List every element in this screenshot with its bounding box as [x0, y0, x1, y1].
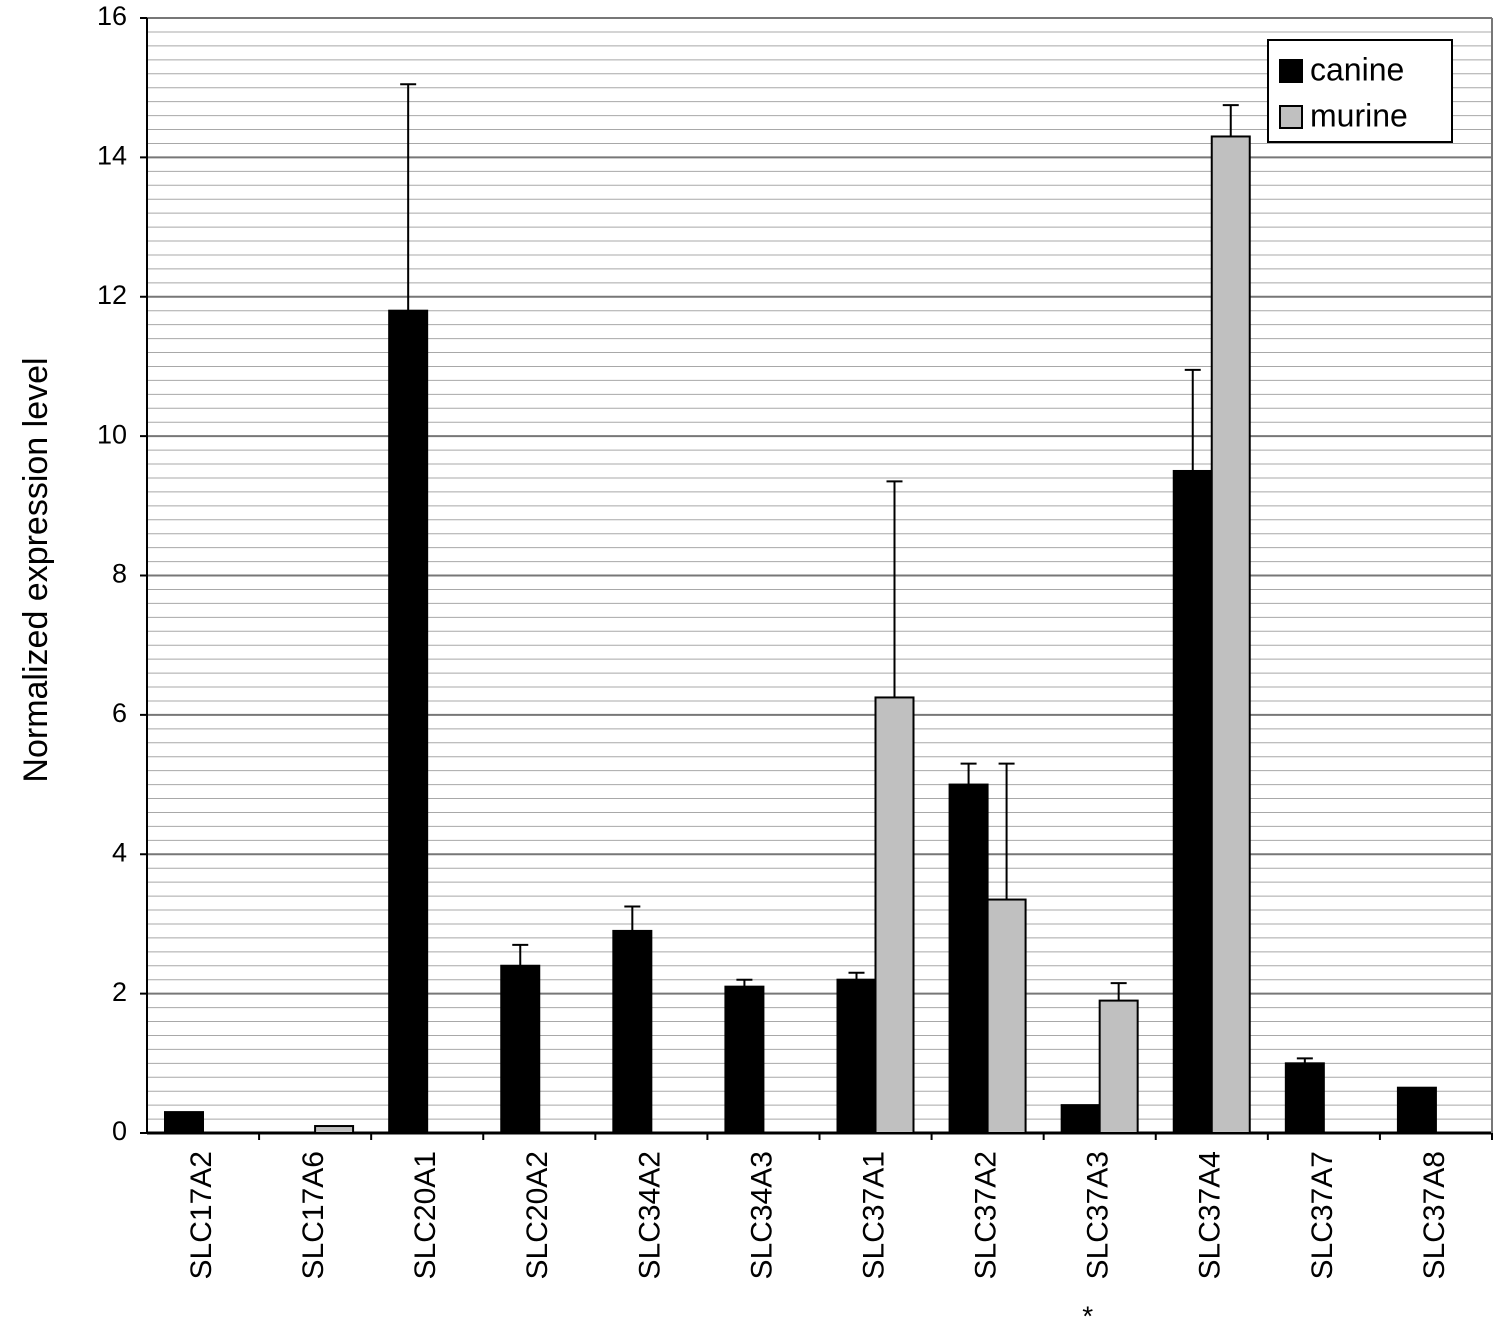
bar	[1284, 1062, 1325, 1134]
x-tick-label: SLC17A2	[185, 1151, 218, 1279]
error-bar	[736, 978, 753, 987]
x-tick-label: SLC37A8	[1418, 1151, 1451, 1279]
bar	[948, 783, 989, 1134]
x-tick-label: SLC20A2	[521, 1151, 554, 1279]
error-bar	[1296, 1057, 1313, 1064]
y-axis-title: Normalized expression level	[17, 357, 55, 782]
y-tick-label: 8	[112, 559, 127, 589]
y-tick-label: 4	[112, 837, 127, 867]
legend-label: murine	[1310, 97, 1408, 133]
bar	[1060, 1104, 1101, 1134]
bar	[724, 985, 765, 1134]
x-tick-label: SLC34A2	[633, 1151, 666, 1279]
bar	[388, 309, 429, 1134]
y-tick-label: 10	[97, 419, 127, 449]
x-tick-label: SLC34A3	[745, 1151, 778, 1279]
y-tick-label: 0	[112, 1116, 127, 1146]
x-tick-label: SLC37A2	[970, 1151, 1003, 1279]
x-tick-label: SLC37A1	[857, 1151, 890, 1279]
bar	[164, 1111, 204, 1134]
bar	[314, 1125, 355, 1134]
bar	[1172, 469, 1213, 1134]
bar	[986, 898, 1027, 1134]
bar	[1210, 135, 1251, 1134]
error-bar	[1110, 982, 1127, 1001]
error-bar	[848, 971, 865, 980]
error-bar	[624, 905, 641, 931]
x-tick-label: SLC17A6	[297, 1151, 330, 1279]
bar	[612, 929, 653, 1134]
error-bar	[998, 762, 1015, 900]
x-tick-label: SLC37A4	[1194, 1151, 1227, 1279]
error-bar	[512, 943, 529, 966]
legend-label: canine	[1310, 51, 1404, 87]
bar	[874, 696, 915, 1134]
error-bar	[1222, 104, 1239, 137]
error-bar	[400, 83, 417, 311]
bar	[500, 964, 541, 1134]
y-tick-label: 14	[97, 141, 127, 171]
error-bar	[1184, 368, 1201, 471]
annotation: *	[1082, 1300, 1093, 1328]
x-tick-label: SLC37A7	[1306, 1151, 1339, 1279]
error-bar	[886, 480, 903, 698]
y-tick-label: 2	[112, 977, 127, 1007]
y-tick-label: 12	[97, 280, 127, 310]
y-tick-label: 6	[112, 698, 127, 728]
x-tick-label: SLC20A1	[409, 1151, 442, 1279]
bar	[1396, 1086, 1437, 1134]
error-bar	[960, 762, 977, 785]
bar	[1098, 999, 1139, 1134]
x-tick-label: SLC37A3	[1082, 1151, 1115, 1279]
bar	[836, 978, 877, 1134]
legend-swatch	[1279, 105, 1303, 129]
legend-swatch	[1279, 59, 1303, 83]
y-tick-label: 16	[97, 1, 127, 31]
